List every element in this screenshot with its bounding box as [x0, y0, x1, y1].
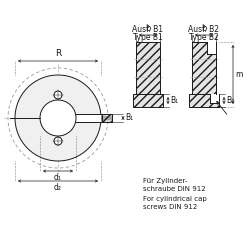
Text: Ausf. B1: Ausf. B1 — [132, 25, 164, 34]
Text: B₂: B₂ — [226, 96, 234, 105]
Text: screws DIN 912: screws DIN 912 — [143, 204, 197, 210]
Text: Ausf. B2: Ausf. B2 — [188, 25, 220, 34]
Circle shape — [54, 91, 62, 99]
Text: m: m — [235, 70, 242, 79]
Text: R: R — [55, 49, 61, 58]
Bar — [133, 94, 163, 107]
Bar — [136, 42, 160, 94]
Circle shape — [54, 137, 62, 145]
Text: d₂: d₂ — [54, 183, 62, 192]
Text: d₁: d₁ — [54, 173, 62, 182]
Text: Type B1: Type B1 — [133, 33, 163, 42]
Text: Type B2: Type B2 — [189, 33, 219, 42]
Circle shape — [15, 75, 101, 161]
Text: b: b — [145, 24, 151, 33]
Text: Für Zylinder-: Für Zylinder- — [143, 178, 187, 184]
Bar — [102, 114, 112, 122]
Bar — [207, 42, 216, 54]
Text: b: b — [201, 24, 207, 33]
Bar — [192, 42, 216, 94]
Bar — [189, 94, 219, 107]
Bar — [76, 114, 101, 122]
Text: schraube DIN 912: schraube DIN 912 — [143, 186, 206, 192]
Text: For cylindrical cap: For cylindrical cap — [143, 196, 207, 202]
Bar — [210, 94, 219, 103]
Text: B₁: B₁ — [125, 114, 133, 122]
Circle shape — [40, 100, 76, 136]
Text: B₁: B₁ — [170, 96, 178, 105]
